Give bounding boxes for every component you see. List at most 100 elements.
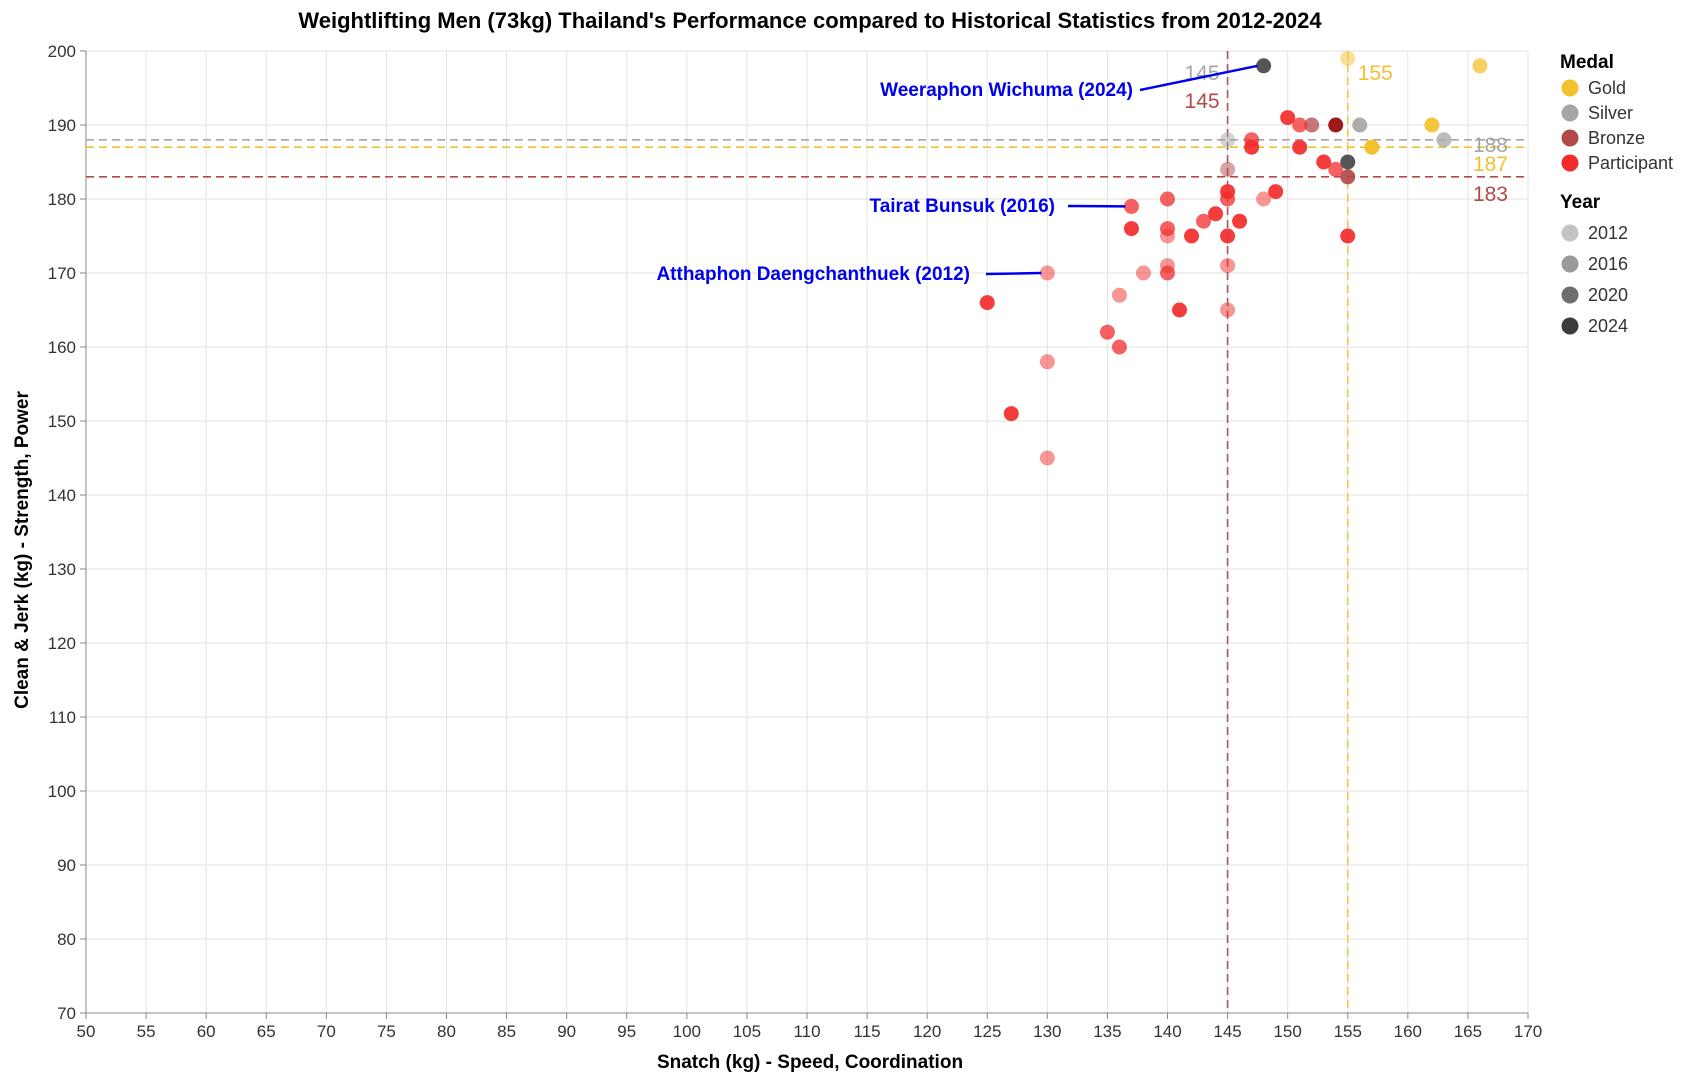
x-tick-label: 135 — [1093, 1022, 1121, 1041]
data-point — [1328, 117, 1344, 133]
y-axis-title: Clean & Jerk (kg) - Strength, Power — [12, 391, 33, 709]
legend: Medal Gold Silver Bronze Participant Year 2012… — [1560, 52, 1673, 336]
data-point — [1232, 213, 1248, 229]
y-tick-label: 130 — [48, 560, 76, 579]
x-tick-label: 170 — [1514, 1022, 1542, 1041]
legend-label: Bronze — [1588, 128, 1645, 148]
data-point — [1160, 265, 1175, 281]
x-tick-label: 160 — [1394, 1022, 1422, 1041]
legend-swatch — [1561, 317, 1579, 335]
data-points — [979, 50, 1488, 466]
y-tick-label: 80 — [57, 930, 76, 949]
data-point — [1340, 169, 1356, 185]
data-point — [1172, 302, 1188, 318]
x-tick-label: 85 — [497, 1022, 516, 1041]
legend-medal-title: Medal — [1560, 52, 1614, 73]
x-tick-label: 130 — [1033, 1022, 1061, 1041]
x-tick-label: 115 — [854, 1022, 881, 1041]
x-tick-label: 110 — [793, 1022, 820, 1041]
data-point — [1268, 184, 1284, 200]
y-tick-label: 170 — [48, 264, 76, 283]
data-point — [1220, 228, 1236, 244]
data-point — [1352, 117, 1368, 133]
x-tick-label: 120 — [913, 1022, 941, 1041]
data-point — [1340, 154, 1356, 170]
data-point — [1340, 50, 1356, 66]
x-tick-label: 145 — [1213, 1022, 1241, 1041]
data-point — [979, 295, 995, 311]
data-point — [1123, 198, 1139, 214]
legend-label: 2012 — [1588, 223, 1628, 243]
legend-label: Participant — [1588, 153, 1673, 173]
legend-swatch — [1561, 79, 1579, 97]
legend-swatch — [1561, 286, 1579, 304]
data-point — [1184, 228, 1200, 244]
y-tick-label: 110 — [49, 708, 76, 727]
data-point — [1292, 117, 1308, 133]
data-point — [1244, 139, 1260, 155]
legend-swatch — [1561, 104, 1579, 122]
data-point — [1160, 228, 1175, 244]
y-tick-label: 140 — [48, 486, 76, 505]
data-point — [1220, 302, 1236, 318]
data-point — [1196, 213, 1212, 229]
x-tick-label: 165 — [1454, 1022, 1482, 1041]
data-point — [1220, 191, 1236, 207]
y-tick-label: 100 — [48, 782, 76, 801]
legend-swatch — [1561, 255, 1579, 273]
legend-label: Gold — [1588, 78, 1626, 98]
legend-year-title: Year — [1560, 192, 1601, 213]
x-tick-label: 90 — [557, 1022, 576, 1041]
data-point — [1123, 221, 1139, 237]
legend-label: 2016 — [1588, 254, 1628, 274]
x-tick-label: 100 — [673, 1022, 701, 1041]
data-point — [1003, 406, 1019, 422]
data-point — [1256, 58, 1272, 74]
data-point — [1256, 191, 1272, 207]
legend-swatch — [1561, 224, 1579, 242]
x-tick-label: 150 — [1273, 1022, 1301, 1041]
x-tick-label: 105 — [733, 1022, 761, 1041]
grid — [85, 50, 1529, 1014]
data-point — [1111, 339, 1127, 355]
reference-line-label: 145 — [1185, 90, 1220, 113]
x-tick-label: 140 — [1153, 1022, 1181, 1041]
data-point — [1208, 206, 1224, 222]
y-tick-label: 160 — [48, 338, 76, 357]
data-point — [1424, 117, 1440, 133]
annotation-label: Atthaphon Daengchanthuek (2012) — [656, 264, 970, 285]
y-tick-label: 200 — [48, 42, 76, 61]
data-point — [1316, 154, 1332, 170]
reference-line-label: 187 — [1473, 153, 1508, 176]
data-point — [1220, 258, 1236, 274]
data-point — [1304, 117, 1320, 133]
x-tick-label: 155 — [1334, 1022, 1362, 1041]
y-tick-label: 190 — [48, 116, 76, 135]
legend-label: 2020 — [1588, 285, 1628, 305]
data-point — [1099, 324, 1115, 340]
data-point — [1364, 139, 1380, 155]
data-point — [1039, 354, 1055, 370]
legend-swatch — [1561, 154, 1579, 172]
data-point — [1436, 132, 1452, 148]
annotation-leader-line — [1139, 64, 1258, 92]
x-tick-label: 50 — [77, 1022, 96, 1041]
data-point — [1135, 265, 1151, 281]
annotations: Weeraphon Wichuma (2024) Tairat Bunsuk (2… — [656, 64, 1258, 285]
annotation-label: Tairat Bunsuk (2016) — [870, 196, 1055, 217]
y-tick-label: 150 — [48, 412, 76, 431]
data-point — [1328, 161, 1344, 177]
legend-label: 2024 — [1588, 316, 1628, 336]
x-tick-label: 125 — [973, 1022, 1001, 1041]
x-tick-label: 80 — [437, 1022, 456, 1041]
axes: 50 55 60 65 70 75 80 85 90 95 100 105 110 115 120 125 13… — [48, 42, 1543, 1041]
x-tick-label: 70 — [317, 1022, 336, 1041]
legend-swatch — [1561, 129, 1579, 147]
data-point — [1220, 132, 1236, 148]
x-tick-label: 75 — [377, 1022, 396, 1041]
data-point — [1039, 265, 1055, 281]
data-point — [1292, 139, 1308, 155]
legend-label: Silver — [1588, 103, 1633, 123]
